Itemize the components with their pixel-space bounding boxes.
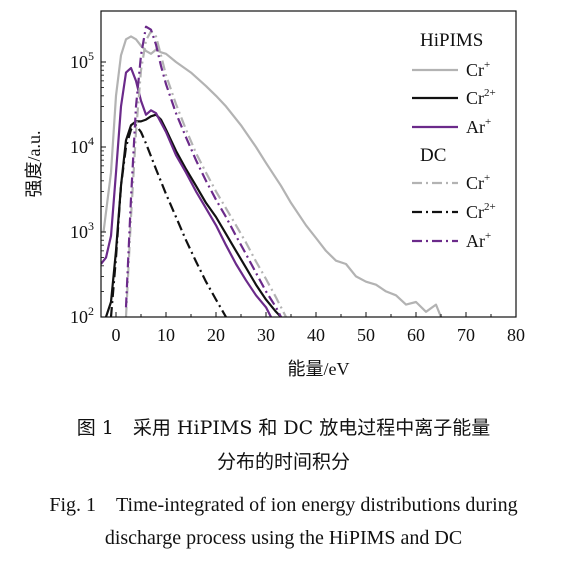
figure-caption-chinese: 图 1 采用 HiPIMS 和 DC 放电过程中离子能量 分布的时间积分 [0, 413, 567, 474]
y-tick-label: 104 [70, 134, 94, 157]
series-line-4 [124, 30, 287, 317]
legend-label: Ar+ [466, 116, 491, 137]
x-tick-label: 0 [112, 325, 121, 345]
x-axis-label: 能量/eV [288, 359, 350, 379]
x-tick-label: 20 [207, 325, 225, 345]
series-line-1 [102, 35, 443, 317]
series-line-2 [104, 113, 282, 317]
y-tick-label: 103 [70, 219, 94, 242]
x-tick-label: 60 [407, 325, 425, 345]
figure-caption-english: Fig. 1 Time-integrated of ion energy dis… [0, 488, 567, 550]
series-line-6 [124, 25, 282, 317]
x-tick-label: 10 [157, 325, 175, 345]
legend: HiPIMS Cr+ Cr2+ Ar+ DC Cr+ Cr2+ Ar+ [412, 30, 496, 251]
caption-cn-line-1: 图 1 采用 HiPIMS 和 DC 放电过程中离子能量 [76, 417, 491, 439]
plot-frame [100, 10, 517, 318]
legend-label: Ar+ [466, 230, 491, 251]
caption-en-line-2: discharge process using the HiPIMS and D… [104, 527, 463, 549]
energy-distribution-chart: 0 10 20 30 40 50 60 70 80 102 103 104 105 HiPIMS Cr+ C… [24, 10, 525, 379]
legend-label: Cr2+ [466, 201, 496, 222]
series-line-3 [101, 66, 272, 317]
series-line-5 [109, 124, 227, 317]
legend-group-title: DC [420, 145, 446, 166]
x-tick-label: 50 [357, 325, 375, 345]
x-tick-label: 80 [507, 325, 525, 345]
x-tick-label: 70 [457, 325, 475, 345]
caption-cn-line-2: 分布的时间积分 [216, 451, 350, 473]
y-tick-label: 102 [70, 304, 94, 327]
x-tick-label: 40 [307, 325, 325, 345]
legend-group-title: HiPIMS [420, 30, 483, 51]
legend-label: Cr+ [466, 172, 490, 193]
legend-label: Cr+ [466, 59, 490, 80]
caption-en-line-1: Fig. 1 Time-integrated of ion energy dis… [49, 494, 518, 516]
y-tick-label: 105 [70, 49, 94, 72]
x-tick-label: 30 [257, 325, 275, 345]
y-axis-label: 强度/a.u. [24, 131, 44, 198]
legend-label: Cr2+ [466, 87, 496, 108]
